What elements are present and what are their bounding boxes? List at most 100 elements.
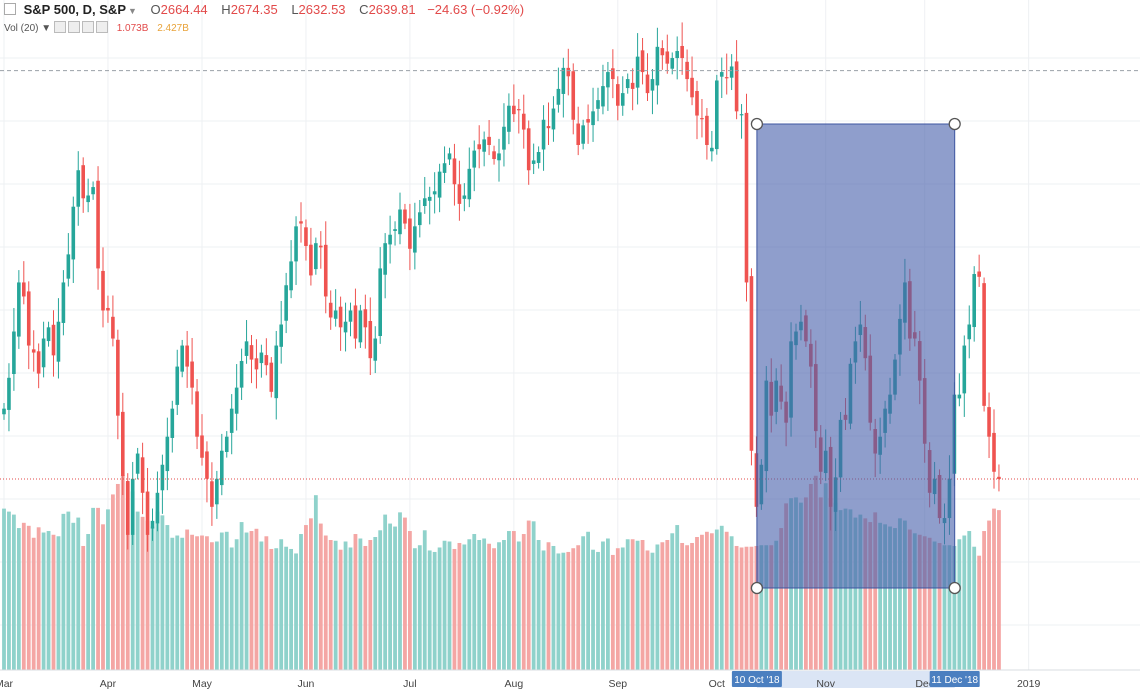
- volume-bar: [838, 510, 843, 670]
- chevron-down-icon[interactable]: ▼: [41, 23, 52, 34]
- volume-bar: [690, 542, 694, 670]
- volume-bar: [195, 536, 199, 670]
- date-range-selection[interactable]: [750, 117, 961, 595]
- candle-body: [125, 481, 130, 535]
- candle-body: [472, 150, 477, 168]
- volume-bar: [274, 548, 279, 670]
- volume-bar: [180, 537, 185, 670]
- candle-body: [259, 352, 264, 364]
- resize-handle[interactable]: [750, 117, 764, 131]
- candle-body: [972, 274, 976, 328]
- volume-bar: [289, 548, 293, 670]
- volume-bar: [497, 542, 501, 670]
- volume-bar: [962, 535, 967, 670]
- symbol-title[interactable]: S&P 500, D, S&P: [23, 2, 126, 17]
- candle-body: [744, 112, 749, 283]
- candle-body: [427, 196, 432, 201]
- volume-bar: [754, 545, 759, 670]
- candle-body: [715, 80, 719, 150]
- volume-ma-value: 2.427B: [157, 23, 189, 34]
- candle-body: [442, 163, 447, 173]
- volume-bar: [640, 540, 645, 670]
- x-tick-label: Jul: [403, 678, 416, 690]
- volume-bar: [175, 535, 180, 670]
- volume-bar: [893, 528, 897, 670]
- resize-handle[interactable]: [948, 581, 961, 595]
- candle-body: [200, 435, 204, 458]
- volume-bar: [388, 523, 392, 670]
- volume-bar: [71, 522, 76, 670]
- volume-bar: [125, 482, 130, 670]
- x-tick-label: Oct: [709, 678, 725, 690]
- candle-body: [749, 276, 754, 451]
- volume-bar: [101, 524, 105, 670]
- candle-body: [86, 195, 90, 203]
- candle-body: [700, 118, 704, 120]
- candle-body: [452, 158, 457, 185]
- volume-bar: [912, 533, 917, 670]
- candle-body: [234, 387, 239, 414]
- volume-bar: [170, 537, 175, 670]
- candle-body: [566, 67, 571, 77]
- settings-icon[interactable]: [67, 21, 80, 33]
- resize-handle[interactable]: [948, 117, 961, 131]
- volume-bar: [556, 553, 561, 670]
- x-tick-label: Apr: [100, 678, 117, 690]
- close-value: 2639.81: [368, 2, 416, 17]
- collapse-icon[interactable]: [4, 3, 16, 15]
- candle-body: [695, 91, 699, 116]
- volume-bar: [462, 544, 467, 670]
- volume-bar: [328, 540, 333, 670]
- volume-bar: [952, 545, 957, 670]
- volume-bar: [393, 526, 397, 670]
- volume-bar: [586, 531, 590, 670]
- volume-bar: [695, 537, 699, 670]
- candle-body: [121, 411, 125, 476]
- candle-body: [541, 119, 546, 150]
- candle-body: [165, 436, 170, 472]
- x-tick-label: May: [192, 678, 213, 690]
- candle-body: [229, 408, 234, 433]
- volume-bar: [932, 541, 937, 670]
- volume-bar: [625, 539, 630, 670]
- volume-bar: [709, 533, 714, 670]
- candle-body: [432, 191, 437, 195]
- volume-bar: [947, 545, 952, 670]
- date-label: 10 Oct '18: [734, 675, 780, 686]
- selection-rectangle: [756, 123, 956, 589]
- candle-body: [982, 283, 986, 406]
- candle-body: [388, 234, 392, 245]
- eye-icon[interactable]: [53, 21, 66, 33]
- volume-bar: [606, 538, 610, 670]
- volume-bar: [442, 540, 447, 670]
- candle-body: [333, 310, 338, 319]
- candle-body: [457, 184, 462, 204]
- add-icon[interactable]: [81, 21, 94, 33]
- candle-body: [645, 74, 650, 94]
- candle-body: [36, 351, 41, 374]
- candle-body: [160, 464, 165, 491]
- candle-body: [630, 82, 635, 89]
- volume-bar: [848, 509, 853, 670]
- volume-bar: [249, 531, 254, 670]
- chevron-down-icon[interactable]: ▼: [128, 6, 137, 16]
- volume-bar: [660, 542, 665, 670]
- volume-bar: [620, 547, 625, 670]
- time-axis-labels: Mar Apr May Jun Jul Aug Sep Oct Nov Dec 2019 10 Oct…: [0, 671, 1040, 690]
- resize-handle[interactable]: [750, 581, 764, 595]
- volume-bar: [234, 539, 239, 670]
- volume-bar: [972, 546, 977, 670]
- volume-study-label[interactable]: Vol (20): [4, 23, 39, 34]
- close-icon[interactable]: [95, 21, 108, 33]
- volume-bar: [46, 531, 51, 670]
- volume-bar: [427, 550, 432, 670]
- candle-body: [61, 282, 66, 323]
- volume-bar: [353, 534, 358, 670]
- candle-body: [447, 153, 452, 160]
- date-label: 11 Dec '18: [931, 675, 978, 686]
- volume-bar: [650, 552, 655, 670]
- volume-bar: [987, 520, 991, 670]
- volume-bar: [205, 536, 209, 670]
- volume-bar: [507, 531, 511, 670]
